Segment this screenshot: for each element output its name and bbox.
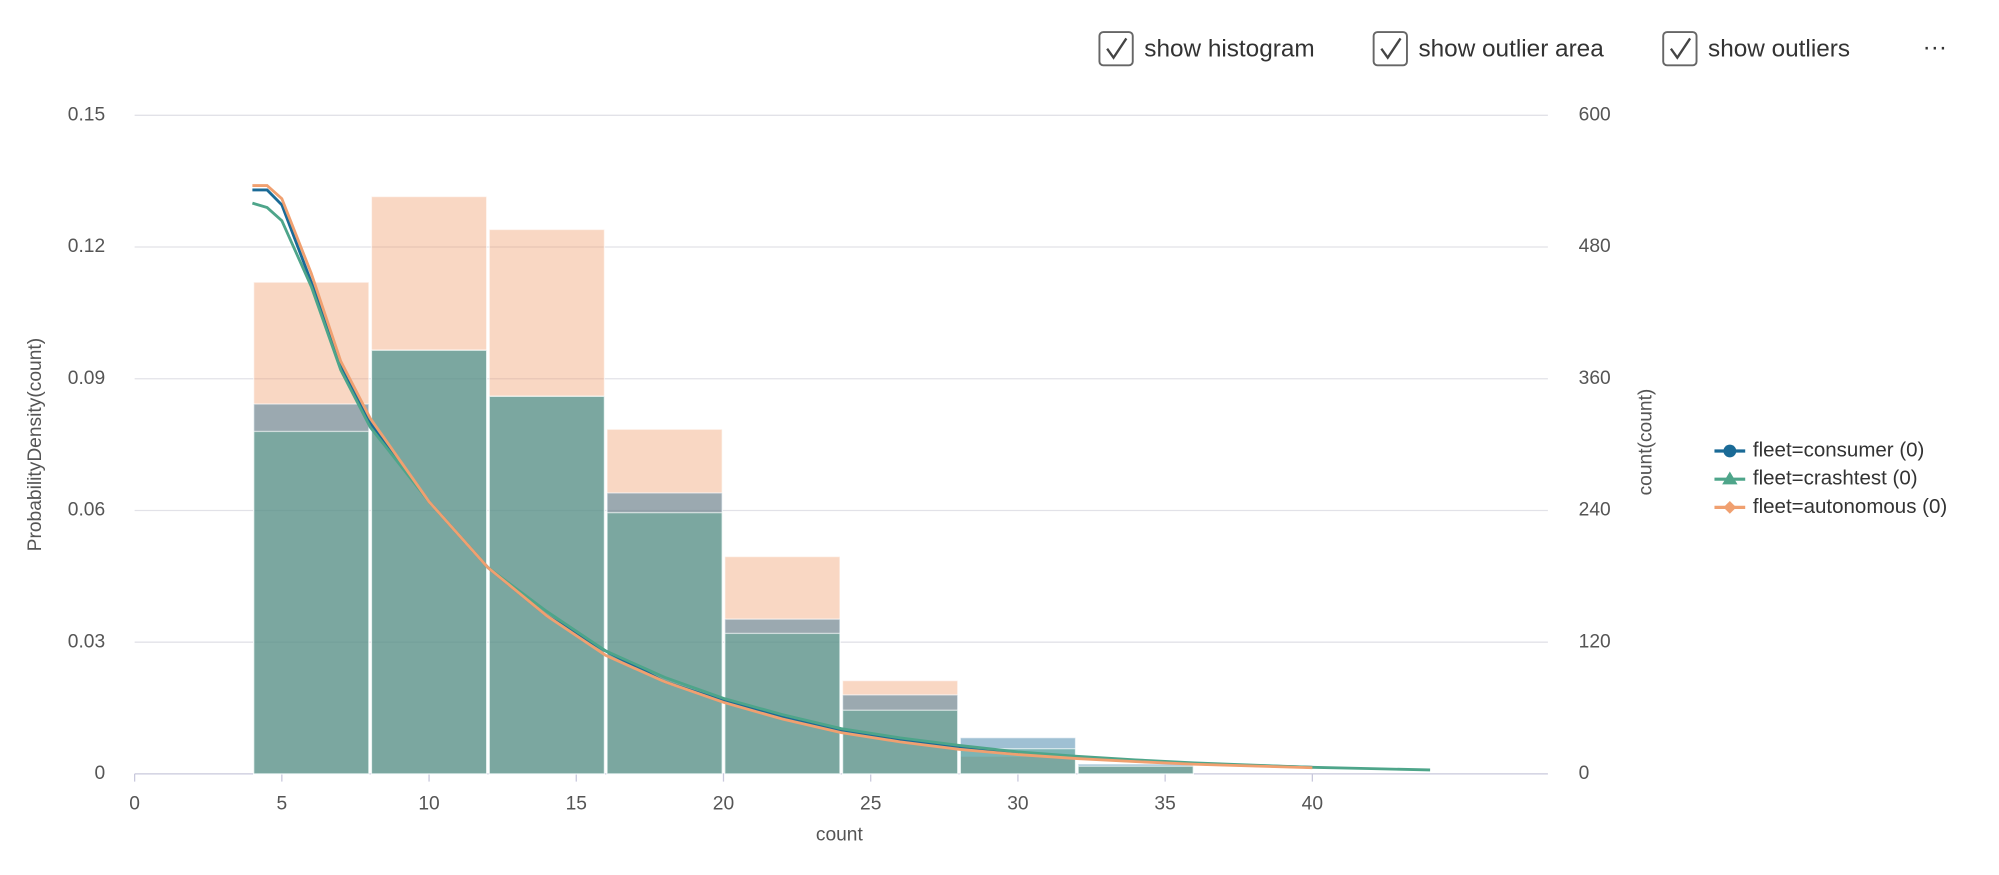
x-tick-label: 25 <box>860 794 881 815</box>
y-tick-label: 0.09 <box>68 368 105 389</box>
y-tick-label: 0.15 <box>68 104 105 125</box>
legend-marker <box>1722 471 1738 485</box>
x-tick-label: 5 <box>276 794 287 815</box>
y2-tick-label: 120 <box>1579 631 1611 652</box>
histogram-bar <box>370 349 488 775</box>
histogram-bar <box>606 512 723 775</box>
checkbox-label[interactable]: show histogram <box>1144 35 1314 62</box>
density-line <box>252 184 1313 770</box>
x-tick-label: 30 <box>1007 794 1028 815</box>
checkmark <box>1106 37 1128 60</box>
histogram-bar <box>253 430 370 775</box>
histogram-bar <box>370 349 488 775</box>
checkbox-label[interactable]: show outlier area <box>1418 35 1604 62</box>
histogram-bar <box>370 195 488 775</box>
y2-tick-label: 600 <box>1579 104 1611 125</box>
y2-tick-label: 0 <box>1579 763 1590 784</box>
legend-marker <box>1723 500 1737 514</box>
legend-label: fleet=crashtest (0) <box>1753 467 1918 490</box>
checkbox[interactable] <box>1098 31 1134 67</box>
x-tick-label: 20 <box>713 794 734 815</box>
checkmark <box>1380 37 1402 60</box>
histogram-bar <box>841 679 959 775</box>
menu-button[interactable]: ··· <box>1923 34 1947 61</box>
histogram-bar <box>1077 765 1194 775</box>
x-axis-label: count <box>816 824 864 845</box>
histogram-bar <box>606 492 723 775</box>
checkbox[interactable] <box>1372 31 1408 67</box>
x-tick-label: 10 <box>418 794 439 815</box>
histogram-bar <box>606 428 723 775</box>
checkmark <box>1669 37 1692 60</box>
y-axis-label: ProbabilityDensity(count) <box>25 338 46 551</box>
x-tick-label: 0 <box>129 794 140 815</box>
y-tick-label: 0.06 <box>68 500 105 521</box>
x-tick-label: 15 <box>566 794 587 815</box>
y2-tick-label: 360 <box>1579 368 1611 389</box>
legend-marker <box>1723 444 1737 458</box>
checkbox-label[interactable]: show outliers <box>1708 35 1850 62</box>
y2-axis-label: count(count) <box>1636 389 1657 496</box>
histogram-bar <box>488 228 606 775</box>
histogram-bar <box>253 403 370 775</box>
histogram-bar <box>488 395 606 775</box>
legend-label: fleet=autonomous (0) <box>1753 495 1947 518</box>
y2-tick-label: 240 <box>1579 500 1611 521</box>
checkbox[interactable] <box>1662 31 1698 67</box>
y-tick-label: 0.12 <box>68 236 105 257</box>
legend-label: fleet=consumer (0) <box>1753 438 1924 461</box>
x-tick-label: 35 <box>1154 794 1175 815</box>
x-tick-label: 40 <box>1302 794 1323 815</box>
y-tick-label: 0.03 <box>68 631 105 652</box>
y2-tick-label: 480 <box>1579 236 1611 257</box>
y-tick-label: 0 <box>94 763 105 784</box>
